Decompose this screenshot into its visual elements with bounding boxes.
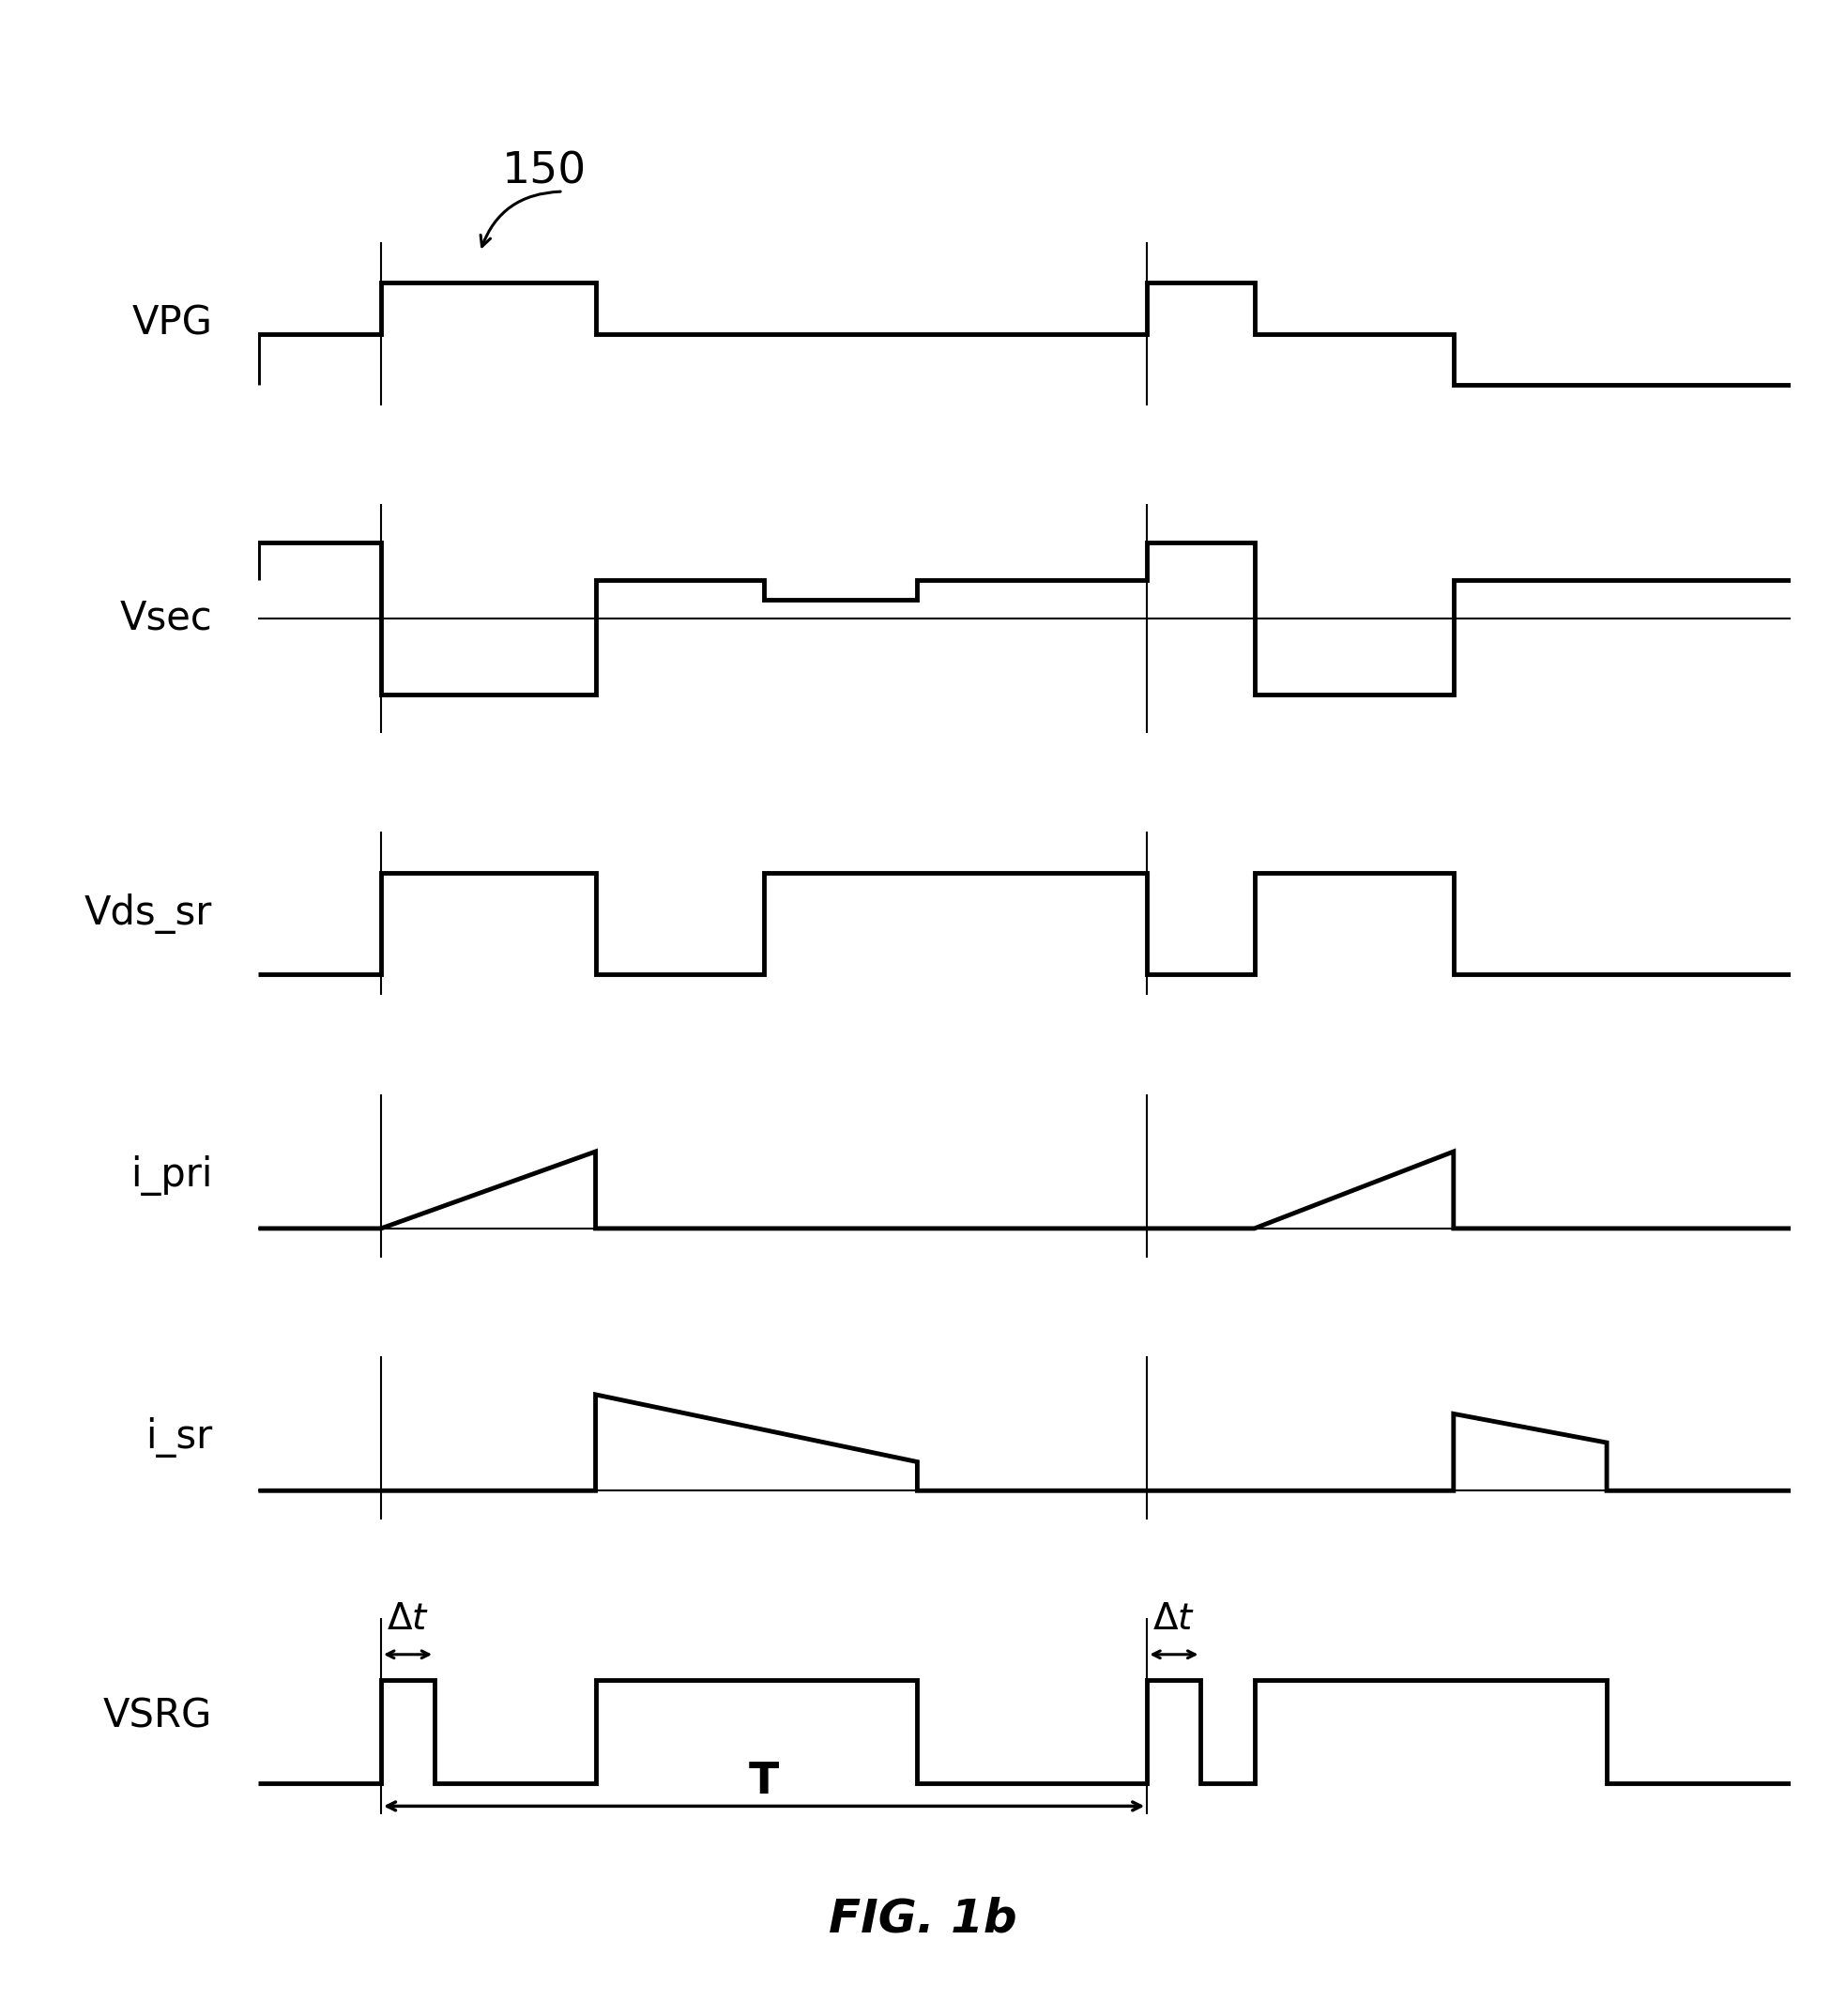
Text: 150: 150 <box>502 151 587 192</box>
Text: $\Delta t$: $\Delta t$ <box>1152 1601 1194 1637</box>
Text: Vds_sr: Vds_sr <box>85 893 212 933</box>
Text: $\Delta t$: $\Delta t$ <box>386 1601 428 1637</box>
Text: VSRG: VSRG <box>103 1697 212 1736</box>
Text: VPG: VPG <box>131 304 212 343</box>
Text: FIG. 1b: FIG. 1b <box>829 1897 1017 1941</box>
Text: i_sr: i_sr <box>146 1417 212 1458</box>
Text: T: T <box>749 1760 779 1802</box>
Text: Vsec: Vsec <box>120 599 212 639</box>
Text: i_pri: i_pri <box>131 1155 212 1195</box>
